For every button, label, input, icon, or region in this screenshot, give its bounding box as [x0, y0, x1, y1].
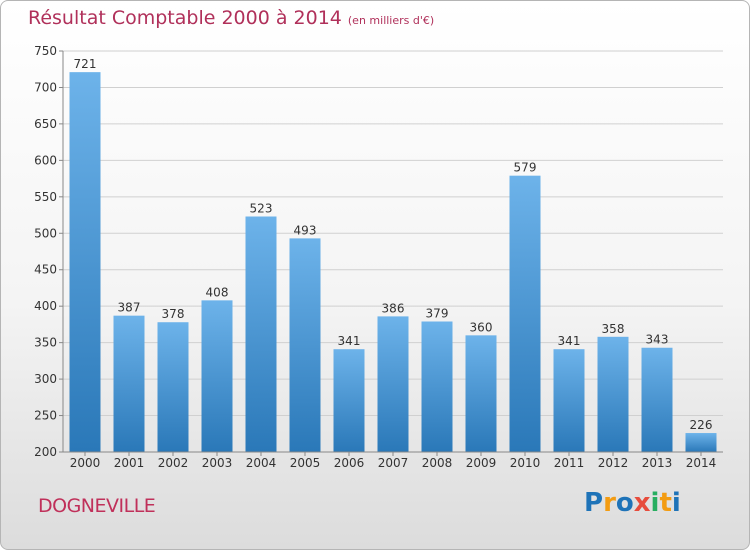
x-tick-label: 2006	[334, 456, 365, 470]
bar	[465, 335, 497, 452]
y-tick-label: 500	[34, 226, 57, 240]
bar	[333, 349, 365, 452]
y-tick-label: 300	[34, 372, 57, 386]
y-tick-label: 400	[34, 299, 57, 313]
bar	[201, 300, 233, 452]
proxiti-logo: Proxiti	[584, 488, 681, 518]
bar-value-label: 341	[558, 334, 581, 348]
bar	[509, 175, 541, 452]
bar	[685, 433, 717, 452]
x-tick-label: 2001	[114, 456, 145, 470]
bar	[69, 72, 101, 452]
bar	[113, 315, 145, 452]
x-tick-label: 2003	[202, 456, 233, 470]
x-tick-label: 2013	[642, 456, 673, 470]
bar-value-label: 523	[250, 202, 273, 216]
chart-title: Résultat Comptable 2000 à 2014 (en millie…	[28, 7, 434, 29]
bar-value-label: 341	[338, 334, 361, 348]
y-tick-label: 200	[34, 445, 57, 459]
bar-value-label: 386	[382, 301, 405, 315]
x-tick-label: 2008	[422, 456, 453, 470]
bar	[245, 216, 277, 452]
bars: 721 387 378 408 523 493 341 386 379 360 579 341 358 3…	[69, 57, 717, 452]
y-tick-label: 450	[34, 263, 57, 277]
bar-value-label: 343	[646, 333, 669, 347]
y-tick-label: 750	[34, 44, 57, 58]
logo-letter: t	[659, 488, 672, 518]
logo-letter: o	[615, 488, 634, 518]
bar-value-label: 408	[206, 285, 229, 299]
x-tick-label: 2000	[70, 456, 101, 470]
commune-name: DOGNEVILLE	[38, 495, 156, 517]
x-tick-label: 2004	[246, 456, 277, 470]
bar	[377, 316, 409, 452]
bar-value-label: 358	[602, 322, 625, 336]
logo-letter: i	[671, 488, 681, 518]
y-tick-label: 250	[34, 409, 57, 423]
x-tick-label: 2007	[378, 456, 409, 470]
x-tick-label: 2002	[158, 456, 189, 470]
x-tick-label: 2010	[510, 456, 541, 470]
logo-letter: x	[633, 488, 651, 518]
bar	[553, 349, 585, 452]
bar-value-label: 579	[514, 161, 537, 175]
bar	[641, 347, 673, 452]
y-tick-label: 350	[34, 336, 57, 350]
bar	[421, 321, 453, 452]
x-tick-label: 2005	[290, 456, 321, 470]
logo-letter: P	[584, 488, 604, 518]
y-tick-label: 700	[34, 80, 57, 94]
logo-letter: i	[650, 488, 660, 518]
axes: 200 250 300 350 400 450 500 550 600 650 700 750 2000…	[34, 44, 723, 470]
x-tick-label: 2009	[466, 456, 497, 470]
y-tick-label: 600	[34, 153, 57, 167]
chart-title-text: Résultat Comptable 2000 à 2014	[28, 7, 342, 29]
bar-value-label: 360	[470, 320, 493, 334]
bar-value-label: 721	[74, 57, 97, 71]
chart-subtitle: (en milliers d'€)	[347, 14, 435, 27]
x-tick-label: 2011	[554, 456, 585, 470]
bar	[289, 238, 321, 452]
y-tick-label: 650	[34, 117, 57, 131]
x-tick-label: 2012	[598, 456, 629, 470]
x-tick-label: 2014	[686, 456, 717, 470]
bar-value-label: 387	[118, 301, 141, 315]
y-tick-label: 550	[34, 190, 57, 204]
logo-letter: r	[603, 488, 616, 518]
bar-value-label: 226	[690, 418, 713, 432]
bar-value-label: 378	[162, 307, 185, 321]
bar	[597, 336, 629, 452]
bar-value-label: 379	[426, 306, 449, 320]
bar-value-label: 493	[294, 223, 317, 237]
bar	[157, 322, 189, 452]
